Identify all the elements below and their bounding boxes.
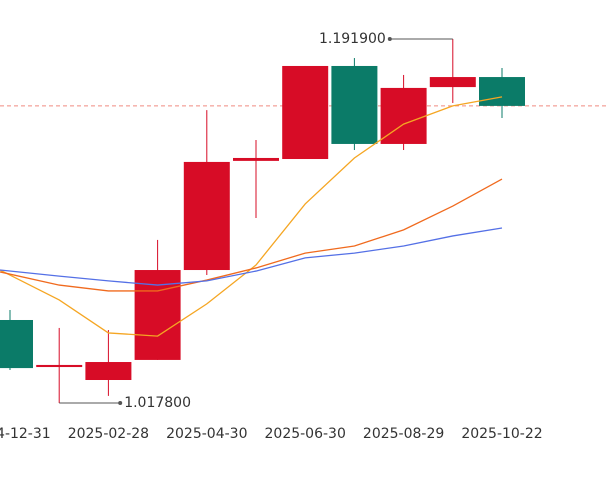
candle-body <box>233 157 279 161</box>
max-dot <box>387 37 392 41</box>
candle-body <box>429 77 476 88</box>
x-tick-label: 2024-12-31 <box>0 426 51 442</box>
moving-average-line <box>0 96 503 337</box>
min-label: 1.017800 <box>124 395 191 411</box>
candle-body <box>479 77 525 106</box>
x-tick-label: 2025-10-22 <box>461 426 542 442</box>
candle-body <box>36 364 83 368</box>
min-dot <box>118 401 123 405</box>
candle-body <box>85 362 132 381</box>
x-tick-label: 2025-02-28 <box>68 426 149 442</box>
x-tick-label: 2025-06-30 <box>265 426 346 442</box>
candle-body <box>331 65 378 144</box>
x-tick-label: 2025-08-29 <box>363 426 444 442</box>
candle-body <box>0 319 33 369</box>
moving-average-line <box>0 227 503 286</box>
max-label: 1.191900 <box>319 31 386 47</box>
candle-body <box>282 65 329 160</box>
candle-body <box>183 161 230 271</box>
x-tick-label: 2025-04-30 <box>166 426 247 442</box>
moving-average-line <box>0 178 503 292</box>
